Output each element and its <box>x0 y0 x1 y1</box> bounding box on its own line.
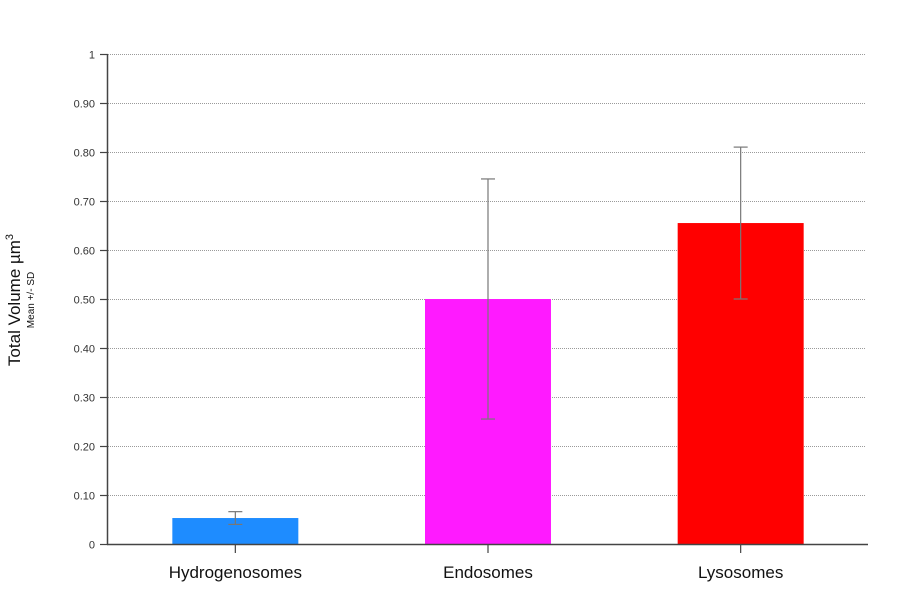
y-tick-label: 0 <box>89 540 95 552</box>
y-tick-label: 0.90 <box>74 99 95 111</box>
y-tick-label: 0.40 <box>74 344 95 356</box>
y-tick-label: 0.50 <box>74 295 95 307</box>
y-axis-title: Total Volume µm3 <box>4 234 24 366</box>
y-tick-label: 0.20 <box>74 442 95 454</box>
y-tick-label: 0.60 <box>74 246 95 258</box>
x-tick-label: Endosomes <box>443 563 533 582</box>
y-tick-label: 0.10 <box>74 491 95 503</box>
x-tick-label: Hydrogenosomes <box>169 563 302 582</box>
y-axis-ticks: 0 0.10 0.20 0.30 0.40 0.50 0.60 0.70 0.80 0.90 1 <box>74 50 108 552</box>
y-axis-subtitle: Mean +/- SD <box>26 272 37 328</box>
x-tick-label: Lysosomes <box>698 563 783 582</box>
y-axis-label: Total Volume µm3 Mean +/- SD <box>4 234 37 366</box>
y-tick-label: 1 <box>89 50 95 62</box>
x-axis-ticks: Hydrogenosomes Endosomes Lysosomes <box>169 544 783 582</box>
y-tick-label: 0.70 <box>74 197 95 209</box>
y-tick-label: 0.30 <box>74 393 95 405</box>
y-tick-label: 0.80 <box>74 148 95 160</box>
error-bars <box>228 146 748 526</box>
